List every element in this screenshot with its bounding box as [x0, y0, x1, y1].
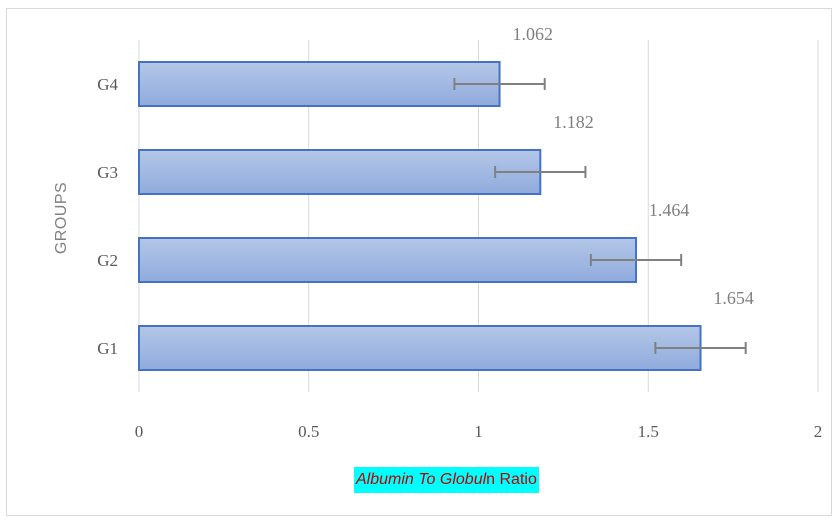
y-tick-G4: G4 — [97, 75, 118, 94]
bar-G4 — [138, 61, 501, 107]
x-axis-label: Albumin To Globuln Ratio — [354, 467, 539, 493]
x-tick-2: 1 — [474, 422, 483, 441]
bars — [138, 61, 702, 371]
bar-G2 — [138, 237, 638, 283]
data-label-G2: 1.464 — [649, 200, 690, 220]
error-bar-G3 — [494, 166, 587, 178]
data-labels: 1.062 1.182 1.464 1.654 — [512, 24, 753, 308]
x-tick-3: 1.5 — [638, 422, 659, 441]
bar-G1 — [138, 325, 702, 371]
y-tick-labels: G4 G3 G2 G1 — [97, 75, 118, 358]
error-bar-G1 — [654, 342, 747, 354]
y-axis-label: GROUPS — [53, 182, 70, 254]
data-label-G1: 1.654 — [713, 288, 754, 308]
x-tick-1: 0.5 — [298, 422, 319, 441]
error-bar-G4 — [453, 78, 546, 90]
x-tick-0: 0 — [135, 422, 144, 441]
data-label-G4: 1.062 — [512, 24, 553, 44]
y-tick-G1: G1 — [97, 339, 118, 358]
x-axis-label-rest: n Ratio — [486, 471, 537, 488]
x-tick-4: 2 — [814, 422, 823, 441]
y-tick-G3: G3 — [97, 163, 118, 182]
x-tick-labels: 0 0.5 1 1.5 2 — [135, 422, 823, 441]
bar-G3 — [138, 149, 542, 195]
x-axis-label-italic: Albumin To Globul — [356, 471, 487, 488]
error-bars — [453, 78, 747, 354]
y-tick-G2: G2 — [97, 251, 118, 270]
error-bar-G2 — [589, 254, 683, 266]
data-label-G3: 1.182 — [553, 112, 594, 132]
